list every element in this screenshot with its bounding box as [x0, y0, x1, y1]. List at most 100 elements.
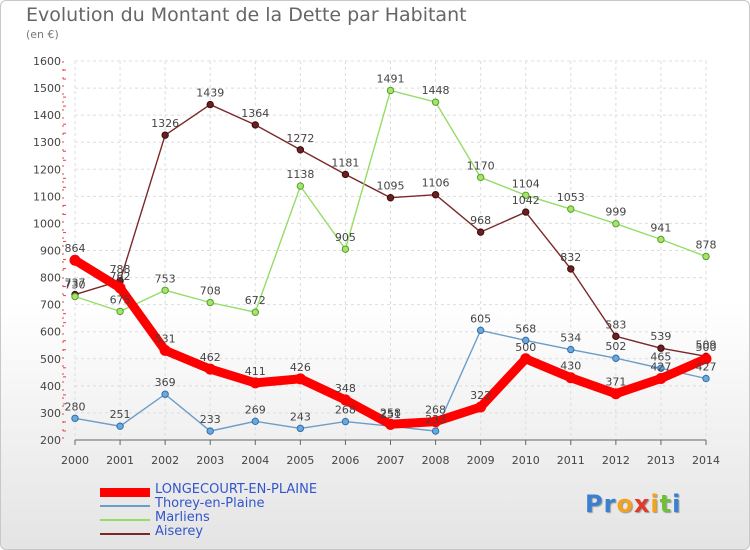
data-label: 1272: [286, 132, 314, 145]
logo-letter: x: [633, 490, 651, 518]
data-label: 243: [290, 410, 311, 423]
x-tick-label: 2001: [106, 454, 134, 467]
data-point: [249, 377, 261, 389]
data-label: 1364: [241, 107, 269, 120]
logo-letter: r: [603, 490, 617, 518]
data-point: [476, 173, 485, 182]
x-tick-label: 2011: [557, 454, 585, 467]
data-label: 1095: [377, 180, 405, 193]
data-point: [206, 427, 214, 435]
data-label: 426: [290, 361, 311, 374]
data-label: 280: [65, 400, 86, 413]
series-0: [69, 254, 712, 430]
data-point: [116, 422, 124, 430]
x-tick-label: 2014: [692, 454, 720, 467]
data-label: 708: [200, 284, 221, 297]
data-point: [161, 131, 169, 139]
data-label: 762: [110, 270, 131, 283]
x-tick-label: 2013: [647, 454, 675, 467]
y-tick-label: 800: [40, 272, 61, 285]
x-tick-label: 2008: [422, 454, 450, 467]
logo-letter: i: [650, 490, 660, 518]
x-tick-label: 2005: [286, 454, 314, 467]
data-label: 1181: [331, 156, 359, 169]
data-label: 672: [245, 294, 266, 307]
data-point: [431, 191, 440, 199]
data-point: [206, 100, 214, 109]
data-point: [700, 353, 712, 365]
data-label: 233: [425, 413, 446, 426]
data-label: 268: [335, 404, 356, 417]
data-label: 1491: [377, 73, 405, 86]
data-label: 348: [335, 382, 356, 395]
data-point: [431, 98, 440, 106]
data-point: [206, 298, 214, 307]
data-point: [159, 344, 171, 356]
data-point: [475, 401, 487, 413]
data-label: 502: [605, 340, 626, 353]
data-label: 968: [470, 214, 491, 227]
data-label: 500: [696, 341, 717, 354]
data-label: 1138: [286, 168, 314, 181]
legend-label: Aiserey: [155, 524, 204, 539]
x-tick-label: 2010: [512, 454, 540, 467]
y-tick-label: 1000: [33, 217, 61, 230]
legend-label: Marliens: [155, 510, 210, 525]
y-tick-label: 700: [40, 299, 61, 312]
data-label: 941: [650, 221, 671, 234]
data-point: [385, 418, 396, 430]
data-label: 905: [335, 231, 356, 244]
x-tick-label: 2006: [331, 454, 359, 467]
y-tick-label: 1200: [33, 163, 61, 176]
data-point: [702, 374, 710, 383]
data-point: [476, 326, 485, 335]
data-label: 1326: [151, 117, 179, 130]
data-point: [294, 373, 306, 385]
data-labels: 737 788 1326 1439 1364 1272 1181 1095 1106 968 104…: [65, 73, 717, 427]
y-tick-label: 600: [40, 326, 61, 339]
y-tick-label: 500: [40, 353, 61, 366]
data-label: 427: [696, 361, 717, 374]
series-2: [71, 86, 710, 316]
data-label: 1448: [422, 84, 450, 97]
data-label: 864: [65, 242, 86, 255]
legend-label: LONGECOURT-EN-PLAINE: [155, 482, 318, 497]
data-label: 788: [110, 263, 131, 276]
data-point: [114, 282, 126, 294]
chart-title: Evolution du Montant de la Dette par Hab…: [26, 4, 467, 26]
x-tick-label: 2004: [241, 454, 269, 467]
x-tick-label: 2007: [377, 454, 405, 467]
data-point: [71, 292, 79, 301]
data-label: 509: [696, 338, 717, 351]
data-point: [386, 194, 395, 202]
x-tick-label: 2002: [151, 454, 179, 467]
y-tick-label: 1600: [33, 55, 61, 68]
data-point: [430, 416, 442, 428]
data-label: 730: [65, 279, 86, 292]
data-point: [431, 427, 440, 435]
data-point: [520, 353, 532, 365]
data-label: 251: [380, 408, 401, 421]
logo-letter: i: [672, 490, 682, 518]
data-point: [204, 363, 216, 375]
y-tick-label: 1400: [33, 109, 61, 122]
data-point: [251, 121, 259, 129]
data-point: [296, 146, 305, 154]
data-label: 500: [515, 341, 536, 354]
legend-label: Thorey-en-Plaine: [155, 496, 265, 511]
data-label: 465: [650, 350, 671, 363]
data-label: 1053: [557, 191, 585, 204]
y-tick-label: 400: [40, 380, 61, 393]
data-point: [522, 191, 530, 199]
data-label: 269: [245, 403, 266, 416]
data-point: [702, 252, 710, 261]
x-tick-label: 2003: [196, 454, 224, 467]
y-tick-label: 1300: [33, 136, 61, 149]
data-label: 605: [470, 312, 491, 325]
data-label: 427: [650, 361, 671, 374]
data-point: [655, 373, 667, 385]
data-point: [565, 372, 577, 384]
data-point: [296, 182, 305, 190]
